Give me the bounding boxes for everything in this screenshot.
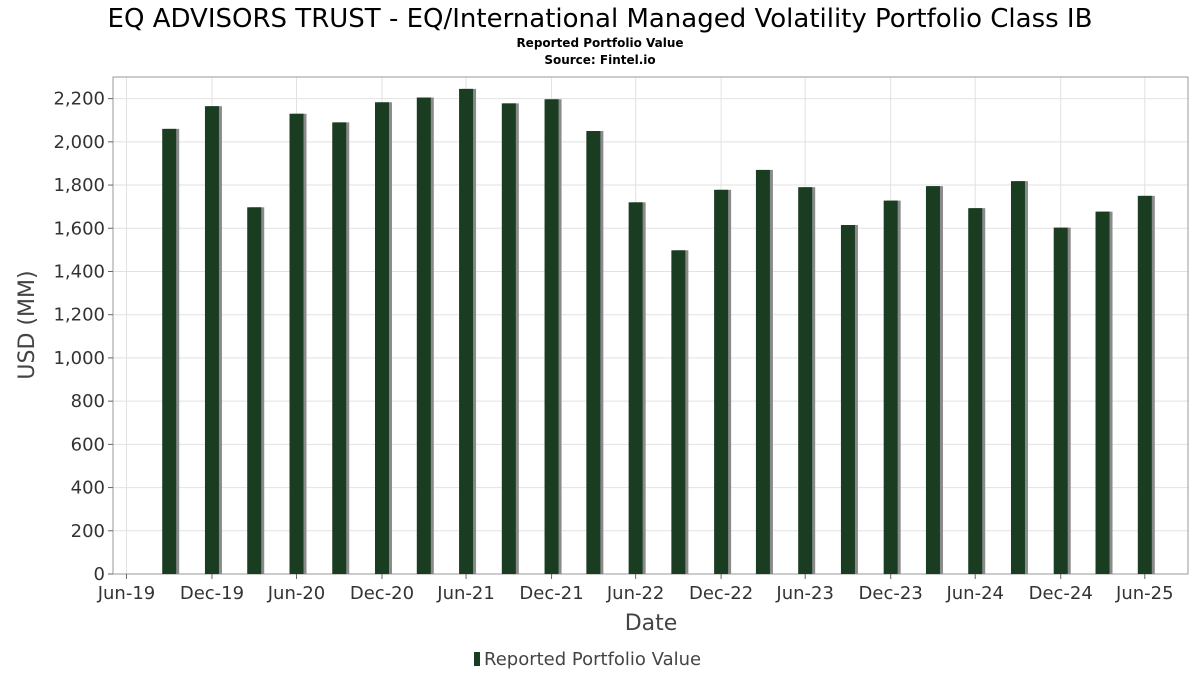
legend-label: Reported Portfolio Value: [484, 649, 701, 670]
legend-swatch: [474, 652, 480, 666]
y-axis: 0 200 400 600 800 1,000 1,200 1,400 1,600 1,800 2,…: [53, 89, 113, 585]
bar: [798, 187, 813, 574]
x-tick-label: Dec-23: [859, 583, 923, 604]
bar: [883, 200, 898, 574]
y-tick-label: 800: [71, 391, 105, 412]
bar: [840, 225, 855, 574]
x-tick-label: Dec-19: [180, 583, 244, 604]
y-tick-label: 200: [71, 521, 105, 542]
x-tick-label: Dec-21: [519, 583, 583, 604]
bar: [416, 97, 431, 574]
bar: [204, 106, 219, 574]
y-tick-label: 1,200: [53, 305, 105, 326]
bar: [1137, 195, 1152, 574]
y-tick-label: 1,400: [53, 261, 105, 282]
x-tick-label: Dec-24: [1029, 583, 1093, 604]
y-tick-label: 2,200: [53, 89, 105, 110]
bar: [671, 250, 686, 574]
bar: [586, 131, 601, 575]
y-tick-label: 0: [94, 564, 105, 585]
chart-title: EQ ADVISORS TRUST - EQ/International Man…: [108, 4, 1093, 34]
x-tick-label: Jun-23: [775, 583, 834, 604]
x-tick-label: Jun-20: [267, 583, 326, 604]
bar: [247, 207, 262, 575]
bar: [289, 113, 304, 575]
x-tick-label: Jun-21: [436, 583, 495, 604]
bar: [1010, 181, 1025, 574]
plot-area: [112, 76, 1189, 575]
x-axis-title: Date: [625, 611, 678, 636]
y-tick-label: 1,000: [53, 348, 105, 369]
bar: [544, 99, 559, 574]
bar: [374, 102, 389, 575]
x-tick-label: Dec-20: [350, 583, 414, 604]
bar: [1053, 227, 1068, 574]
x-tick-label: Jun-22: [606, 583, 665, 604]
bar: [162, 128, 177, 574]
bar: [501, 103, 516, 574]
y-tick-label: 600: [71, 434, 105, 455]
y-axis-title: USD (MM): [15, 270, 40, 379]
x-tick-label: Jun-19: [97, 583, 156, 604]
bar: [755, 169, 770, 574]
x-tick-label: Dec-22: [689, 583, 753, 604]
y-tick-label: 1,600: [53, 218, 105, 239]
legend: Reported Portfolio Value: [474, 649, 701, 670]
bar: [332, 122, 347, 574]
bar: [925, 186, 940, 575]
bar: [628, 202, 643, 574]
bar: [714, 189, 729, 574]
chart-source: Source: Fintel.io: [544, 53, 655, 67]
y-tick-label: 400: [71, 478, 105, 499]
bar: [459, 88, 474, 575]
y-tick-label: 2,000: [53, 132, 105, 153]
x-tick-label: Jun-25: [1115, 583, 1174, 604]
chart-subtitle: Reported Portfolio Value: [516, 36, 683, 50]
x-tick-label: Jun-24: [945, 583, 1004, 604]
x-axis: Jun-19 Dec-19 Jun-20 Dec-20 Jun-21 Dec-21 Jun-…: [97, 574, 1174, 604]
y-tick-label: 1,800: [53, 175, 105, 196]
bar: [968, 208, 983, 574]
bars: [162, 88, 1155, 575]
bar: [1095, 211, 1110, 574]
